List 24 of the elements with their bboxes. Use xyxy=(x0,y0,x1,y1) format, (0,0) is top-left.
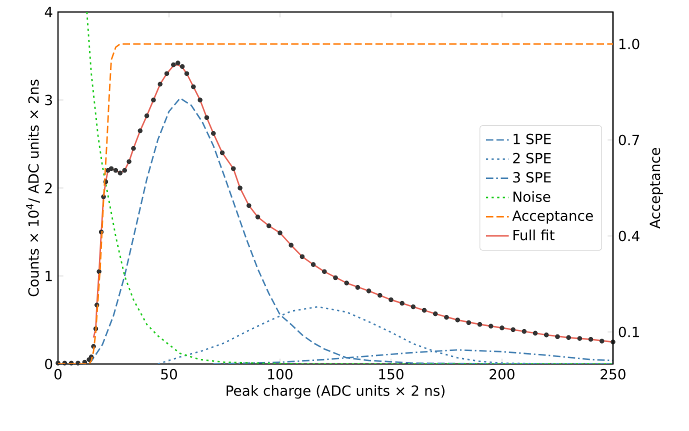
y-tick-label: 2 xyxy=(45,182,52,194)
y2-tick-label: 0.1 xyxy=(618,326,639,338)
y-tick-label: 1 xyxy=(46,270,52,282)
x-tick-label: 0 xyxy=(54,368,62,380)
x-tick-label: 250 xyxy=(600,368,626,380)
y-axis-title: Counts × 10$^{4}$/ ADC units × 2ns xyxy=(26,80,40,296)
y-tick-label: 4 xyxy=(44,6,52,18)
y-tick-label: 0 xyxy=(45,358,52,370)
legend-label: 3 SPE xyxy=(513,172,551,183)
y2-tick-label: 0.7 xyxy=(618,134,639,146)
x-tick-label: 200 xyxy=(490,368,514,380)
y2-tick-label: 0.4 xyxy=(618,230,640,242)
legend-label: 1 SPE xyxy=(514,134,551,144)
y2-axis-title: Acceptance xyxy=(650,148,663,229)
x-axis-title: Peak charge (ADC units × 2 ns) xyxy=(226,385,444,399)
legend-label: Full fit xyxy=(514,230,555,240)
y2-tick-label: 1.0 xyxy=(619,38,640,50)
x-tick-label: 100 xyxy=(268,368,292,380)
legend-label: Noise xyxy=(514,191,550,202)
legend-label: Acceptance xyxy=(512,210,593,224)
legend-label: 2 SPE xyxy=(513,152,551,164)
x-tick-label: 150 xyxy=(379,368,404,380)
y-tick-label: 3 xyxy=(45,94,52,106)
x-tick-label: 50 xyxy=(161,368,177,380)
